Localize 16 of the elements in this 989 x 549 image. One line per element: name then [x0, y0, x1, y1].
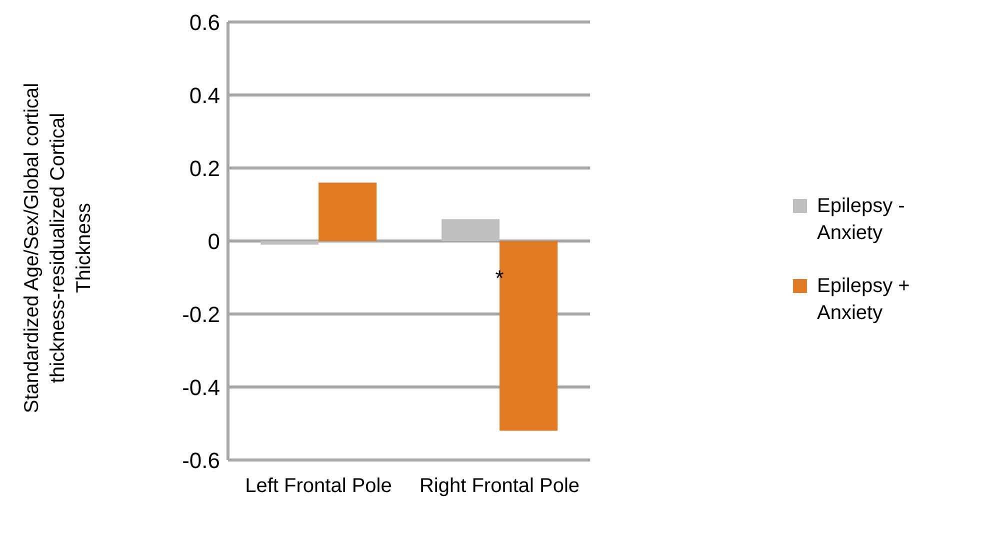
bar [318, 182, 377, 241]
y-tick-label: -0.4 [182, 374, 220, 400]
legend-label: Epilepsy - Anxiety [817, 194, 906, 246]
x-tick-label: Left Frontal Pole [245, 475, 392, 498]
y-tick-label: 0.4 [189, 82, 220, 108]
y-tick-label: -0.6 [182, 448, 220, 473]
legend-label: Epilepsy + Anxiety [817, 274, 911, 326]
y-tick-label: -0.2 [182, 302, 220, 327]
y-tick-label: 0 [208, 228, 220, 254]
y-axis-title: Standardized Age/Sex/Global cortical thickness-residualized Cortical Thickness [21, 82, 95, 414]
x-tick-label: Right Frontal Pole [419, 475, 580, 498]
y-tick-label: 0.6 [189, 10, 220, 35]
bar [260, 241, 319, 245]
bar [442, 219, 500, 241]
annotation: * [495, 265, 504, 290]
y-tick-label: 0.2 [189, 156, 220, 181]
